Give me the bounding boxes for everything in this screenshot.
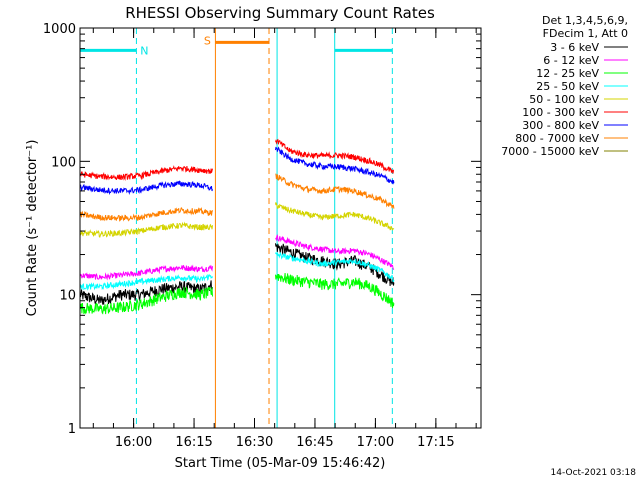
- series-line: [80, 165, 213, 181]
- flag-label: S: [204, 34, 211, 47]
- legend-label: 25 - 50 keV: [536, 80, 599, 93]
- series-line: [275, 173, 395, 209]
- series-line: [275, 251, 395, 283]
- legend-label: 3 - 6 keV: [550, 41, 599, 54]
- y-axis-label: Count Rate (s⁻¹ detector⁻¹): [25, 140, 40, 317]
- legend-header: FDecim 1, Att 0: [543, 27, 628, 40]
- legend-label: 6 - 12 keV: [543, 54, 599, 67]
- x-tick-label: 16:45: [296, 435, 333, 450]
- x-axis: 16:00 16:15 16:30 16:45 17:00 17:15: [92, 28, 477, 450]
- plot-frame: [79, 27, 482, 429]
- series-line: [80, 180, 213, 196]
- series-line: [275, 234, 395, 270]
- x-tick-label: 16:00: [115, 435, 152, 450]
- legend-label: 800 - 7000 keV: [515, 132, 599, 145]
- flag-label: N: [140, 44, 148, 57]
- legend-header: Det 1,3,4,5,6,9,: [542, 14, 628, 27]
- series-line: [275, 138, 395, 174]
- legend-label: 12 - 25 keV: [536, 67, 599, 80]
- series-line: [80, 280, 213, 305]
- series-line: [80, 221, 213, 238]
- series-line: [80, 206, 213, 222]
- flag-markers: NS: [80, 34, 393, 57]
- series-line: [80, 264, 213, 281]
- legend: Det 1,3,4,5,6,9,FDecim 1, Att 03 - 6 keV…: [501, 14, 628, 158]
- y-tick-label: 1000: [43, 22, 76, 37]
- x-tick-label: 17:15: [417, 435, 454, 450]
- x-tick-label: 17:00: [357, 435, 394, 450]
- x-tick-label: 16:15: [175, 435, 212, 450]
- series-line: [80, 273, 213, 291]
- y-axis: 1 10 100 1000: [43, 22, 481, 437]
- y-tick-label: 100: [51, 155, 76, 170]
- y-tick-label: 1: [68, 422, 76, 437]
- series-line: [275, 146, 395, 185]
- x-tick-label: 16:30: [236, 435, 273, 450]
- legend-label: 100 - 300 keV: [522, 106, 599, 119]
- series-line: [275, 272, 395, 309]
- legend-label: 50 - 100 keV: [529, 93, 599, 106]
- series-line: [275, 202, 395, 231]
- legend-label: 7000 - 15000 keV: [501, 145, 599, 158]
- legend-label: 300 - 800 keV: [522, 119, 599, 132]
- series-layer: [80, 138, 395, 315]
- y-tick-label: 10: [59, 289, 76, 304]
- x-axis-label: Start Time (05-Mar-09 15:46:42): [175, 456, 386, 471]
- footer-timestamp: 14-Oct-2021 03:18: [551, 468, 637, 478]
- time-boundary-lines: [80, 28, 393, 428]
- chart-title: RHESSI Observing Summary Count Rates: [125, 4, 435, 22]
- series-line: [80, 286, 213, 315]
